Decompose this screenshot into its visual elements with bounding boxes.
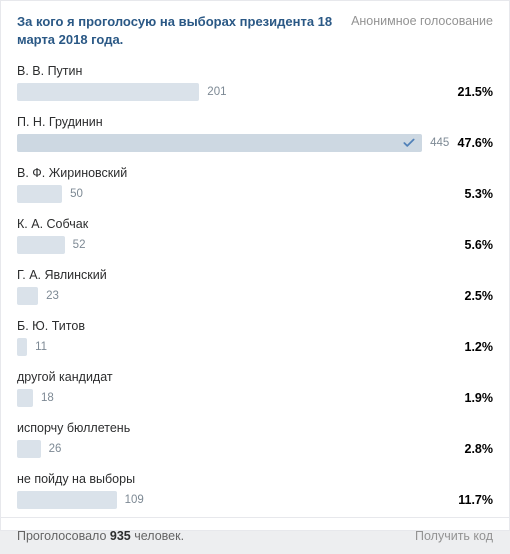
bar-track: 11 — [17, 338, 439, 356]
bar-fill — [17, 389, 33, 407]
voted-prefix: Проголосовало — [17, 529, 110, 543]
bar-count: 52 — [65, 236, 86, 254]
option-percent: 47.6% — [449, 136, 493, 150]
poll-title: За кого я проголосую на выборах президен… — [17, 13, 339, 48]
bar-fill — [17, 83, 199, 101]
option-row: 23 2.5% — [17, 287, 493, 305]
poll-option[interactable]: П. Н. Грудинин44547.6% — [17, 109, 493, 160]
bar-track: 50 — [17, 185, 439, 203]
get-code-link[interactable]: Получить код — [415, 529, 493, 543]
bar-track: 18 — [17, 389, 439, 407]
bar-track: 201 — [17, 83, 439, 101]
poll-widget: За кого я проголосую на выборах президен… — [0, 0, 510, 531]
poll-options: В. В. Путин20121.5%П. Н. Грудинин44547.6… — [1, 58, 509, 517]
option-row: 18 1.9% — [17, 389, 493, 407]
poll-option[interactable]: не пойду на выборы 109 11.7% — [17, 466, 493, 517]
bar-count: 201 — [199, 83, 226, 101]
poll-anonymous-label: Анонимное голосование — [351, 13, 493, 28]
option-row: 50 5.3% — [17, 185, 493, 203]
bar-count: 11 — [27, 338, 47, 356]
option-row: 109 11.7% — [17, 491, 493, 509]
option-row: 201 21.5% — [17, 83, 493, 101]
bar-track: 23 — [17, 287, 439, 305]
option-percent: 1.9% — [449, 391, 493, 405]
bar-fill — [17, 287, 38, 305]
bar-track: 52 — [17, 236, 439, 254]
option-label: К. А. Собчак — [17, 217, 493, 231]
poll-header: За кого я проголосую на выборах президен… — [1, 1, 509, 58]
option-percent: 21.5% — [449, 85, 493, 99]
bar-count: 50 — [62, 185, 83, 203]
check-icon — [402, 134, 416, 152]
option-label: Б. Ю. Титов — [17, 319, 493, 333]
bar-count: 445 — [422, 134, 449, 152]
bar-fill — [17, 338, 27, 356]
option-row: 11 1.2% — [17, 338, 493, 356]
option-label: П. Н. Грудинин — [17, 115, 493, 129]
bar-fill — [17, 134, 422, 152]
poll-option[interactable]: испорчу бюллетень 26 2.8% — [17, 415, 493, 466]
option-percent: 1.2% — [449, 340, 493, 354]
voted-suffix: человек. — [131, 529, 184, 543]
option-percent: 5.3% — [449, 187, 493, 201]
bar-fill — [17, 185, 62, 203]
bar-track: 445 — [17, 134, 439, 152]
bar-fill — [17, 440, 41, 458]
poll-option[interactable]: Б. Ю. Титов 11 1.2% — [17, 313, 493, 364]
bar-count: 109 — [117, 491, 144, 509]
option-percent: 2.5% — [449, 289, 493, 303]
bar-fill — [17, 236, 65, 254]
bar-count: 23 — [38, 287, 59, 305]
poll-option[interactable]: Г. А. Явлинский 23 2.5% — [17, 262, 493, 313]
bar-count: 26 — [41, 440, 62, 458]
option-label: не пойду на выборы — [17, 472, 493, 486]
poll-option[interactable]: К. А. Собчак 52 5.6% — [17, 211, 493, 262]
option-row: 52 5.6% — [17, 236, 493, 254]
option-row: 26 2.8% — [17, 440, 493, 458]
option-percent: 5.6% — [449, 238, 493, 252]
poll-option[interactable]: В. В. Путин 201 21.5% — [17, 58, 493, 109]
poll-total: Проголосовало 935 человек. — [17, 529, 184, 543]
option-row: 44547.6% — [17, 134, 493, 152]
bar-fill — [17, 491, 117, 509]
option-label: В. В. Путин — [17, 64, 493, 78]
bar-track: 109 — [17, 491, 439, 509]
option-label: испорчу бюллетень — [17, 421, 493, 435]
option-percent: 11.7% — [449, 493, 493, 507]
option-label: другой кандидат — [17, 370, 493, 384]
poll-option[interactable]: В. Ф. Жириновский 50 5.3% — [17, 160, 493, 211]
option-label: В. Ф. Жириновский — [17, 166, 493, 180]
bar-count: 18 — [33, 389, 54, 407]
option-label: Г. А. Явлинский — [17, 268, 493, 282]
voted-count: 935 — [110, 529, 131, 543]
poll-footer: Проголосовало 935 человек. Получить код — [1, 517, 509, 554]
poll-option[interactable]: другой кандидат 18 1.9% — [17, 364, 493, 415]
option-percent: 2.8% — [449, 442, 493, 456]
bar-track: 26 — [17, 440, 439, 458]
